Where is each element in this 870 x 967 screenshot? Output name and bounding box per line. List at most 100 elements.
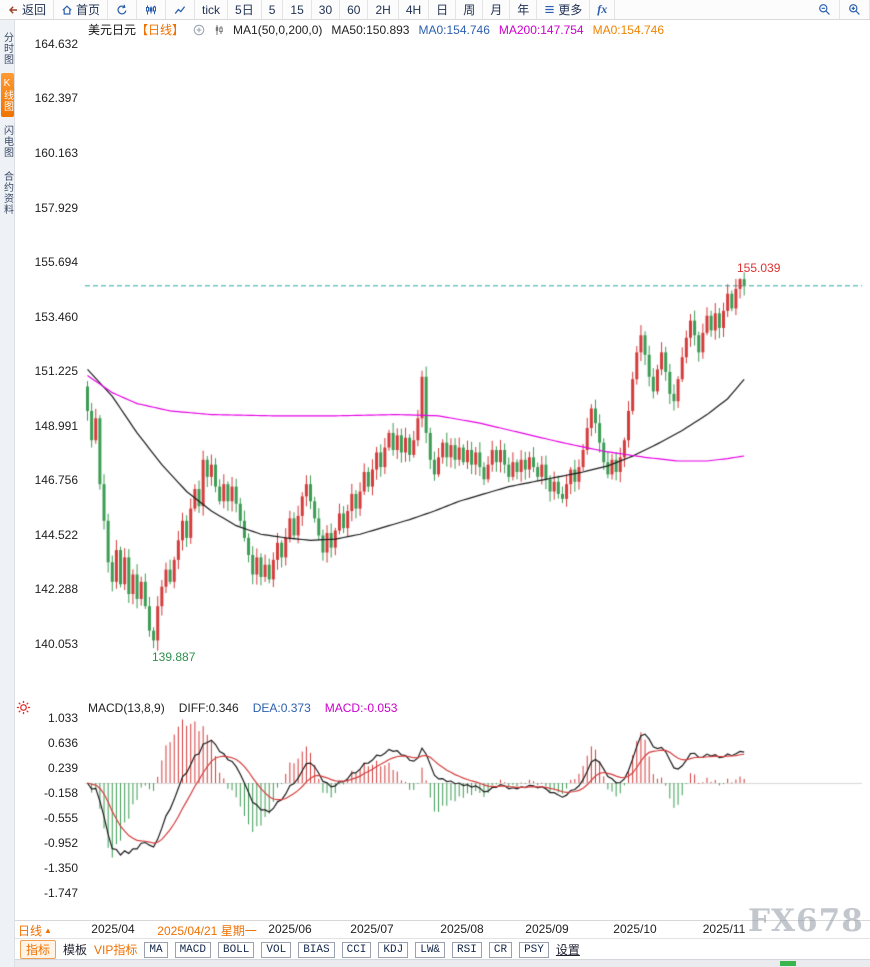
macd-axis-label: -0.555 [43,811,78,825]
period-5day-button[interactable]: 5日 [228,0,262,19]
more-button[interactable]: 更多 [537,0,591,19]
y-axis-label: 142.288 [34,582,78,596]
x-axis-label: 2025/04 [91,922,135,936]
indicator-settings-icon [16,700,31,715]
x-axis-label: 2025/10 [613,922,657,936]
zoom-in-button[interactable] [840,0,870,19]
period-tag: 【日线】 [136,23,185,37]
macd-diff-value: DIFF:0.346 [178,701,239,715]
ma50-value: MA50:150.893 [331,22,410,37]
bottom-toolbar: 指标 模板 VIP指标 MA MACD BOLL VOL BIAS CCI KD… [14,938,870,960]
back-label: 返回 [22,3,47,17]
top-toolbar: 返回 首页 tick 5日 5 15 30 60 2H 4H 日 周 月 年 更… [0,0,870,20]
add-icon[interactable] [193,24,205,36]
x-axis-label: 2025/09 [525,922,569,936]
indicator-bias-button[interactable]: BIAS [298,941,335,958]
home-icon [62,4,72,15]
period-selector[interactable]: 日线 ▲ [18,924,52,938]
macd-hist-value: MACD:-0.053 [324,701,398,715]
refresh-button[interactable] [108,0,138,19]
y-axis-label: 155.694 [34,255,78,269]
period-year-button[interactable]: 年 [510,0,538,19]
chart-header: 美元日元【日线】 MA1(50,0,200,0) MA50:150.893 MA… [88,21,664,38]
period-month-button[interactable]: 月 [483,0,511,19]
macd-title: MACD(13,8,9) [88,701,165,715]
y-axis-label: 148.991 [34,419,78,433]
period-15m-button[interactable]: 15 [283,0,312,19]
ma0-value-blue: MA0:154.746 [418,22,490,37]
indicator-lwr-button[interactable]: LW& [415,941,446,958]
settings-button[interactable]: 设置 [555,943,580,957]
x-axis-label: 2025/06 [268,922,312,936]
macd-axis-label: 1.033 [47,711,78,725]
period-week-button[interactable]: 周 [456,0,484,19]
left-sidebar: 分时图 K线图 闪电图 合约资料 [0,19,15,967]
zoom-out-icon [819,4,830,15]
indicator-vol-button[interactable]: VOL [261,941,292,958]
trend-view-button[interactable] [166,0,196,19]
tab-templates[interactable]: 模板 [63,943,88,957]
y-axis-label: 140.053 [34,637,78,651]
sidebar-tab-time-chart[interactable]: 分时图 [1,32,13,65]
formula-button[interactable]: fx [590,0,616,19]
sidebar-tab-contract-info[interactable]: 合约资料 [1,171,13,215]
period-5m-button[interactable]: 5 [262,0,284,19]
trend-line-icon [174,5,186,14]
back-button[interactable]: 返回 [0,0,55,19]
y-axis-label: 157.929 [34,201,78,215]
y-axis-label: 153.460 [34,310,78,324]
watermark: FX678 [748,903,864,939]
indicator-cci-button[interactable]: CCI [341,941,372,958]
low-price-annotation: 139.887 [152,650,196,664]
y-axis-label: 162.397 [34,91,78,105]
tab-indicators[interactable]: 指标 [20,940,57,959]
period-60m-button[interactable]: 60 [340,0,369,19]
macd-axis-label: 0.636 [47,736,78,750]
home-label: 首页 [76,3,101,17]
macd-dea-value: DEA:0.373 [252,701,311,715]
symbol-name: 美元日元 [88,23,137,37]
indicator-ma-button[interactable]: MA [144,941,168,958]
period-tick-button[interactable]: tick [195,0,229,19]
indicator-macd-button[interactable]: MACD [174,941,211,958]
caret-up-icon: ▲ [44,926,52,935]
indicator-boll-button[interactable]: BOLL [217,941,255,958]
back-arrow-icon [9,5,17,14]
period-4h-button[interactable]: 4H [399,0,430,19]
macd-axis-label: -0.952 [43,836,78,850]
kline-view-button[interactable] [137,0,167,19]
ma0-value-orange: MA0:154.746 [592,22,664,37]
period-30m-button[interactable]: 30 [312,0,341,19]
x-axis-row: 日线 ▲ 2025/04 2025/04/21 星期一 2025/06 2025… [14,920,870,938]
indicator-settings-button[interactable] [16,700,31,720]
sidebar-tab-lightning-chart[interactable]: 闪电图 [1,125,13,158]
x-axis-label: 2025/11 [702,922,746,936]
high-price-annotation: 155.039 [737,261,781,275]
ma-settings-label: MA1(50,0,200,0) [233,22,323,37]
indicator-cr-button[interactable]: CR [488,941,513,958]
home-button[interactable]: 首页 [54,0,109,19]
y-axis-label: 144.522 [34,528,78,542]
zoom-in-icon [849,4,860,15]
indicator-psy-button[interactable]: PSY [519,941,549,958]
macd-axis-label: 0.239 [47,761,78,775]
y-axis-label: 146.756 [34,473,78,487]
tab-vip-indicators[interactable]: VIP指标 [94,943,138,957]
macd-axis-label: -1.747 [43,886,78,900]
x-axis-label-selected-date: 2025/04/21 星期一 [157,924,257,938]
indicator-rsi-button[interactable]: RSI [452,941,482,958]
x-axis-label: 2025/08 [440,922,484,936]
y-axis-label: 151.225 [34,364,78,378]
period-2h-button[interactable]: 2H [368,0,399,19]
macd-axis-label: -0.158 [43,786,78,800]
sidebar-tab-kline-chart[interactable]: K线图 [0,73,14,117]
scrollbar-thumb[interactable] [780,961,796,966]
y-axis-label: 164.632 [34,37,78,51]
period-day-button[interactable]: 日 [429,0,457,19]
y-axis-label: 160.163 [34,146,78,160]
bottom-scrollbar[interactable] [0,959,870,967]
zoom-out-button[interactable] [810,0,840,19]
indicator-kdj-button[interactable]: KDJ [378,941,409,958]
